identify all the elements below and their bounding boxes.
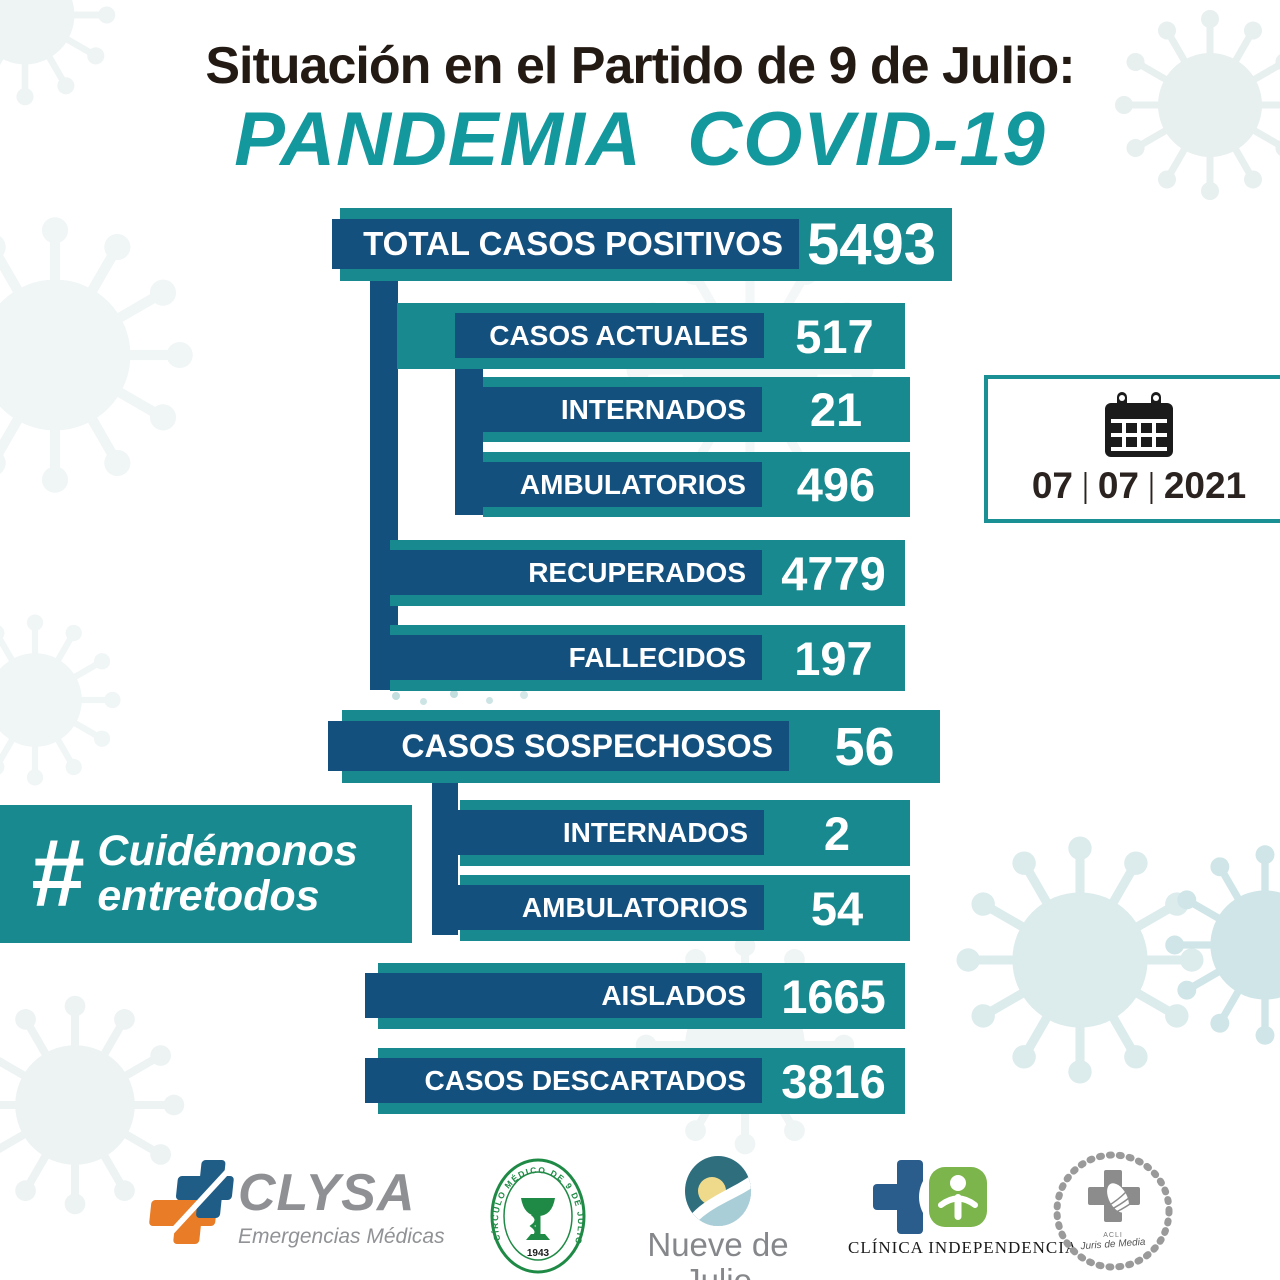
clinica-independencia-icon [872,1160,987,1234]
stat-value-fallecidos: 197 [762,625,905,691]
circulo-medico-year: 1943 [527,1248,550,1259]
molecule-dot [420,698,427,705]
date-box: 07 | 07 | 2021 [984,375,1280,523]
virus-decoration [0,614,121,786]
stat-bar-ambulatorios1: AMBULATORIOS 496 [458,452,910,517]
stat-label-text: CASOS SOSPECHOSOS [401,727,773,764]
stat-label-descartados: CASOS DESCARTADOS [365,1058,762,1103]
molecule-dot [486,697,493,704]
stat-value-internados1: 21 [762,377,910,442]
stat-value-ambulatorios1: 496 [762,452,910,517]
stat-label-text: RECUPERADOS [528,556,746,588]
tree-connector-total [370,245,398,690]
stat-bar-sospechosos: CASOS SOSPECHOSOS 56 [328,710,940,783]
stat-value-total: 5493 [791,208,952,281]
clinica-independencia-name: CLÍNICA INDEPENDENCIA [848,1238,1079,1257]
nueve-de-julio-logo: Nueve de Julio MUNICIPALIDAD [618,1155,818,1280]
stamp-seal-icon [1053,1151,1173,1271]
stat-label-text: FALLECIDOS [568,641,746,673]
stat-value-text: 1665 [781,969,886,1023]
stat-bar-internados2: INTERNADOS 2 [435,800,910,866]
stat-value-ambulatorios2: 54 [764,875,910,941]
stat-value-text: 5493 [806,212,937,277]
clysa-tagline: Emergencias Médicas [238,1225,445,1248]
date-year: 2021 [1163,465,1247,506]
circulo-medico-logo: CÍRCULO MÉDICO DE 9 DE JULIO 1943 [488,1156,588,1276]
stat-bar-ambulatorios2: AMBULATORIOS 54 [435,875,910,941]
stat-value-text: 2 [823,806,851,860]
stat-bar-total: TOTAL CASOS POSITIVOS 5493 [332,208,952,281]
stat-value-sospechosos: 56 [789,710,940,783]
stat-value-text: 3816 [781,1054,886,1108]
stamp-seal-logo: ACLI Juris de Media [1048,1148,1178,1278]
date-month: 07 [1097,465,1139,506]
hashtag-line2: entretodos [97,872,320,920]
hashtag-symbol: # [30,820,84,927]
stat-value-text: 517 [795,309,874,363]
nueve-de-julio-emblem-icon [685,1156,751,1226]
clysa-logo: CLYSA Emergencias Médicas [138,1158,458,1258]
stat-label-text: CASOS DESCARTADOS [424,1064,746,1096]
virus-decoration [1165,845,1280,1045]
hashtag-banner: # Cuidémonos entretodos [0,805,412,943]
page-subtitle: PANDEMIA COVID-19 [234,97,1046,182]
stat-value-text: 496 [796,458,876,511]
stat-value-text: 54 [810,881,864,935]
stat-label-actuales: CASOS ACTUALES [455,313,764,358]
stat-bar-fallecidos: FALLECIDOS 197 [385,625,905,691]
date-day: 07 [1031,465,1073,506]
stat-label-internados1: INTERNADOS [458,387,762,432]
stat-value-text: 4779 [781,546,886,600]
stat-label-text: AISLADOS [601,979,746,1011]
stat-label-text: AMBULATORIOS [521,891,748,923]
stamp-seal-line1: ACLI [1103,1232,1123,1239]
stat-value-text: 197 [794,631,873,685]
stat-label-text: INTERNADOS [560,393,746,425]
stat-label-recuperados: RECUPERADOS [385,550,762,595]
stat-bar-actuales: CASOS ACTUALES 517 [397,303,905,369]
stat-label-fallecidos: FALLECIDOS [385,635,762,680]
stat-value-text: 21 [809,383,863,436]
page-title: Situación en el Partido de 9 de Julio: [205,37,1075,95]
stat-label-text: TOTAL CASOS POSITIVOS [363,225,783,262]
stat-label-text: AMBULATORIOS [519,468,746,500]
stat-label-text: INTERNADOS [562,816,748,848]
clysa-name: CLYSA [238,1164,416,1222]
stat-label-sospechosos: CASOS SOSPECHOSOS [328,721,789,771]
stat-label-ambulatorios1: AMBULATORIOS [458,462,762,507]
calendar-icon [1105,392,1173,457]
molecule-dot [450,690,458,698]
hashtag-line1: Cuidémonos [97,826,358,875]
stat-value-descartados: 3816 [762,1048,905,1114]
stat-value-aislados: 1665 [762,963,905,1029]
circulo-medico-seal-icon: CÍRCULO MÉDICO DE 9 DE JULIO 1943 [490,1158,586,1274]
hashtag-text: Cuidémonos entretodos [97,826,358,920]
clinica-independencia-logo: CLÍNICA INDEPENDENCIA [848,1158,1079,1258]
stat-bar-recuperados: RECUPERADOS 4779 [385,540,905,606]
stat-label-internados2: INTERNADOS [435,810,764,855]
date-separator: | [1148,466,1155,505]
molecule-dot [392,692,400,700]
stat-label-total: TOTAL CASOS POSITIVOS [332,219,799,269]
stat-value-recuperados: 4779 [762,540,905,606]
stat-bar-descartados: CASOS DESCARTADOS 3816 [365,1048,905,1114]
nueve-de-julio-name: Nueve de Julio [647,1226,789,1280]
stat-value-actuales: 517 [764,303,905,369]
virus-decoration [0,217,193,493]
stat-label-ambulatorios2: AMBULATORIOS [435,885,764,930]
stat-label-text: CASOS ACTUALES [489,319,748,351]
date-separator: | [1082,466,1089,505]
stat-value-text: 56 [834,716,895,777]
stat-label-aislados: AISLADOS [365,973,762,1018]
stat-bar-aislados: AISLADOS 1665 [365,963,905,1029]
clysa-cross-icon [149,1160,234,1244]
stat-value-internados2: 2 [764,800,910,866]
date-text: 07 | 07 | 2021 [1032,465,1246,507]
stat-bar-internados1: INTERNADOS 21 [458,377,910,442]
molecule-dot [520,691,528,699]
